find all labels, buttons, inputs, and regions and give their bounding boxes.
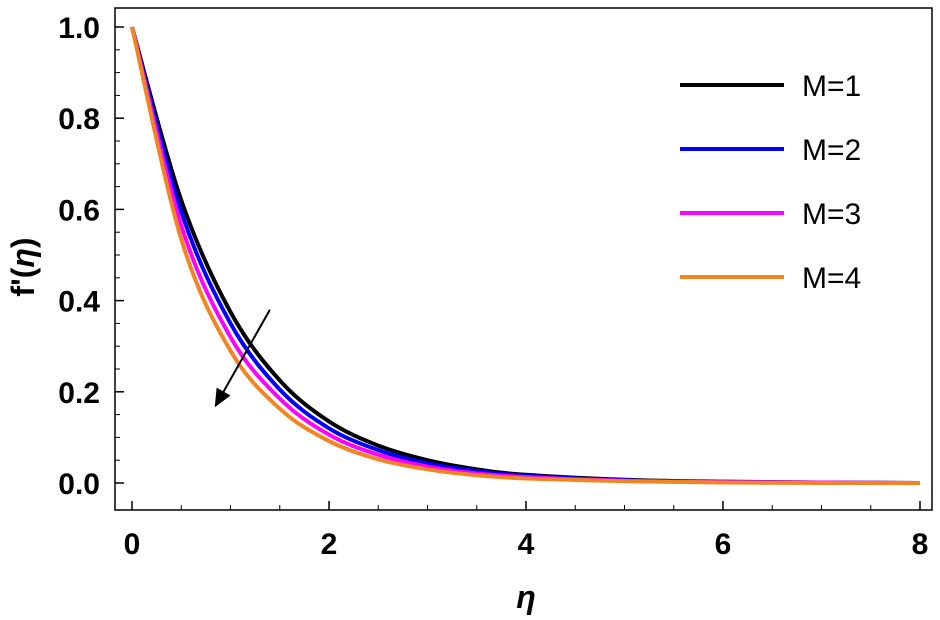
y-tick-label: 0.6 <box>58 194 100 227</box>
legend-item: M=2 <box>680 134 861 167</box>
trend-arrow <box>214 309 271 408</box>
legend-label: M=2 <box>802 134 861 167</box>
plot-border <box>114 7 933 511</box>
y-axis-label-var: η <box>5 248 41 268</box>
legend-label: M=1 <box>802 70 861 103</box>
y-tick-label: 0.8 <box>58 103 100 136</box>
x-axis: 0 2 4 6 8 <box>124 501 929 561</box>
x-axis-label: η <box>516 579 536 615</box>
y-axis-label: f'(η) <box>5 237 41 296</box>
annotation-group <box>214 309 271 408</box>
legend-item: M=4 <box>680 262 861 295</box>
x-tick-label: 8 <box>912 528 929 561</box>
series-group <box>130 26 921 486</box>
legend: M=1 M=2 M=3 M=4 <box>680 70 861 295</box>
y-tick-label: 0.2 <box>58 377 100 410</box>
legend-item: M=3 <box>680 198 861 231</box>
x-tick-label: 0 <box>124 528 141 561</box>
legend-label: M=4 <box>802 262 861 295</box>
legend-item: M=1 <box>680 70 861 103</box>
x-tick-label: 2 <box>321 528 338 561</box>
y-tick-label: 0.4 <box>58 286 100 319</box>
x-tick-label: 6 <box>715 528 732 561</box>
series-line-4 <box>130 26 921 486</box>
x-tick-label: 4 <box>518 528 535 561</box>
y-axis-label-main: f'( <box>5 267 41 296</box>
y-tick-label: 1.0 <box>58 12 100 45</box>
plot-frame <box>114 7 933 511</box>
y-tick-label: 0.0 <box>58 468 100 501</box>
y-axis-label-close: ) <box>5 237 41 248</box>
legend-label: M=3 <box>802 198 861 231</box>
y-axis: 0.0 0.2 0.4 0.6 0.8 1.0 <box>58 12 124 501</box>
